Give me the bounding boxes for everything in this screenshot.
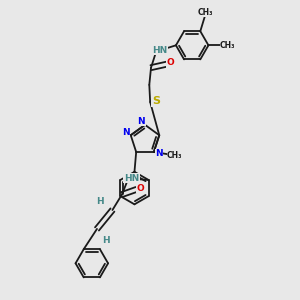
Text: CH₃: CH₃ (197, 8, 213, 16)
Text: N: N (122, 128, 130, 137)
Text: HN: HN (152, 46, 167, 55)
Text: S: S (152, 96, 160, 106)
Text: CH₃: CH₃ (220, 41, 236, 50)
Text: HN: HN (124, 174, 139, 183)
Text: H: H (102, 236, 110, 245)
Text: N: N (155, 149, 163, 158)
Text: CH₃: CH₃ (167, 151, 182, 160)
Text: N: N (137, 117, 145, 126)
Text: H: H (97, 197, 104, 206)
Text: O: O (167, 58, 174, 68)
Text: O: O (136, 184, 144, 193)
